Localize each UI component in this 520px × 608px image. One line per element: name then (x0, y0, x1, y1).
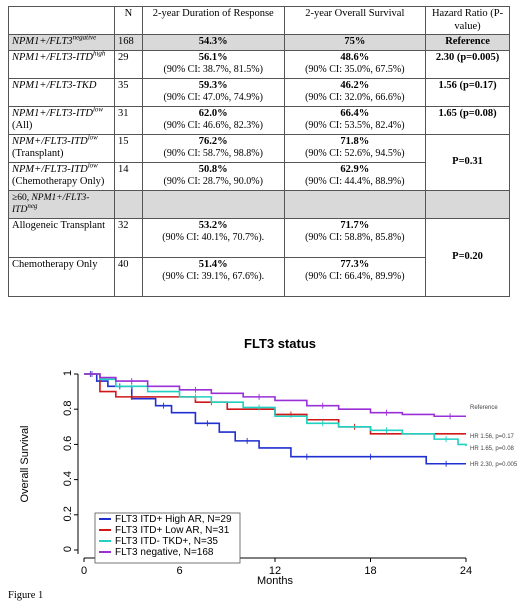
x-tick-label: 6 (176, 565, 182, 577)
table-row: NPM+/FLT3-ITDlow (Chemotherapy Only) 14 5… (8, 161, 510, 191)
series-line (84, 373, 467, 447)
table-row: NPM+/FLT3-ITDlow (Transplant) 15 76.2% (90… (8, 133, 510, 191)
table-row: NPM1+/FLT3-ITDhigh 29 56.1% (90% CI: 38.7… (8, 49, 510, 79)
x-tick-label: 0 (81, 565, 87, 577)
hazard-annotation: HR 2.30, p=0.005 (470, 462, 518, 468)
legend-label: FLT3 negative, N=168 (115, 547, 214, 558)
header-hazard: Hazard Ratio (P-value) (425, 6, 510, 35)
survival-chart: FLT3 status Overall Survival Months 0 0.2… (19, 336, 518, 585)
y-tick-label: 0 (62, 546, 74, 552)
hazard-annotation: Reference (470, 405, 498, 411)
table-header-row: N 2-year Duration of Response 2-year Ove… (8, 6, 510, 35)
x-tick-label: 18 (364, 565, 376, 577)
y-tick-label: 0.2 (62, 506, 74, 521)
table-row: Chemotherapy Only 40 51.4% (90% CI: 39.1%… (8, 256, 510, 297)
y-tick-label: 0.6 (62, 436, 74, 451)
chart-title: FLT3 status (244, 336, 316, 351)
table-subgroup-row: ≥60, NPM1+/FLT3-ITDneg (8, 189, 510, 219)
x-tick-label: 24 (460, 565, 472, 577)
table-row: Allogeneic Transplant 32 53.2% (90% CI: 4… (8, 217, 510, 297)
header-duration: 2-year Duration of Response (141, 6, 285, 35)
y-tick-label: 1 (62, 370, 74, 376)
y-axis-label: Overall Survival (19, 425, 31, 502)
header-label (8, 6, 115, 35)
x-tick-label: 12 (269, 565, 281, 577)
y-tick-label: 0.8 (62, 401, 74, 416)
table-row: NPM1+/FLT3negative 168 54.3% 75% Referen… (8, 34, 510, 51)
legend-label: FLT3 ITD+ Low AR, N=31 (115, 525, 230, 536)
series-line (84, 373, 466, 435)
table-row: NPM1+/FLT3-TKD 35 59.3% (90% CI: 47.0%, 7… (8, 77, 510, 107)
hazard-annotation: HR 1.56, p=0.17 (470, 434, 515, 440)
legend-label: FLT3 ITD- TKD+, N=35 (115, 536, 218, 547)
hazard-annotation: HR 1.65, p=0.08 (470, 446, 515, 452)
series-line (84, 373, 466, 465)
results-table: N 2-year Duration of Response 2-year Ove… (8, 6, 510, 297)
x-axis-label: Months (257, 575, 294, 585)
y-tick-label: 0.4 (62, 471, 74, 486)
header-survival: 2-year Overall Survival (283, 6, 427, 35)
table-row: NPM1+/FLT3-ITDlow (All) 31 62.0% (90% CI: … (8, 105, 510, 135)
header-n: N (113, 6, 143, 35)
figure-label: Figure 1 (8, 590, 44, 601)
legend-label: FLT3 ITD+ High AR, N=29 (115, 514, 232, 525)
